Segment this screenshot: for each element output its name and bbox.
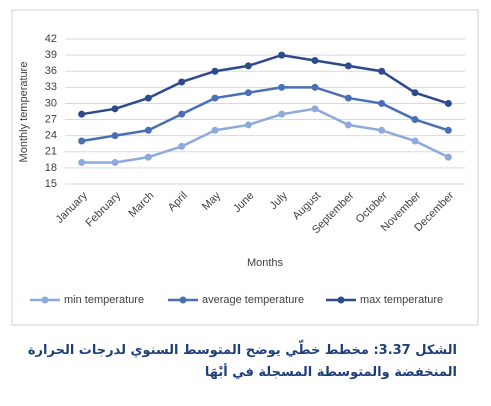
series-line — [81, 53, 449, 116]
point — [78, 110, 86, 118]
caption-line: المنخفضة والمتوسطة المسجلة في أبْهَا — [204, 365, 457, 380]
y-tick-label: 39 — [45, 49, 57, 61]
legend-label: max temperature — [360, 294, 443, 306]
y-tick-label: 30 — [45, 97, 57, 109]
y-tick-label: 27 — [45, 113, 57, 125]
point — [178, 142, 186, 150]
legend-marker — [337, 296, 345, 304]
point — [278, 83, 286, 91]
legend-marker — [179, 296, 187, 304]
point — [111, 105, 119, 113]
legend-label: average temperature — [202, 294, 304, 306]
point — [378, 99, 386, 107]
point — [411, 137, 419, 145]
legend-label: min temperature — [64, 294, 144, 306]
x-axis-label: Months — [247, 257, 284, 269]
y-tick-label: 36 — [45, 65, 57, 77]
point — [411, 116, 419, 124]
point — [311, 105, 319, 113]
y-tick-label: 24 — [45, 130, 57, 142]
point — [378, 67, 386, 75]
point — [344, 62, 352, 70]
point — [211, 126, 219, 134]
point — [378, 126, 386, 134]
point — [344, 121, 352, 129]
point — [444, 126, 452, 134]
point — [344, 94, 352, 102]
point — [244, 89, 252, 97]
y-tick-label: 18 — [45, 162, 57, 174]
point — [278, 110, 286, 118]
point — [211, 67, 219, 75]
point — [278, 51, 286, 59]
point — [211, 94, 219, 102]
point — [178, 78, 186, 86]
point — [244, 62, 252, 70]
point — [111, 132, 119, 140]
caption: الشكل 3.37: مخطط خطّي يوضح المتوسط السنو… — [17, 340, 457, 384]
series-line — [81, 107, 449, 164]
legend-marker — [41, 296, 49, 304]
y-tick-label: 21 — [45, 146, 57, 158]
point — [178, 110, 186, 118]
y-tick-label: 42 — [45, 33, 57, 45]
point — [78, 137, 86, 145]
point — [311, 56, 319, 64]
point — [144, 94, 152, 102]
point — [444, 99, 452, 107]
y-axis-label: Monthly temperature — [18, 62, 30, 163]
point — [111, 159, 119, 167]
series-line — [81, 86, 449, 143]
point — [311, 83, 319, 91]
y-tick-label: 33 — [45, 81, 57, 93]
point — [411, 89, 419, 97]
y-tick-label: 15 — [45, 178, 57, 190]
point — [144, 153, 152, 161]
caption-line: الشكل 3.37: مخطط خطّي يوضح المتوسط السنو… — [27, 343, 457, 358]
point — [444, 153, 452, 161]
point — [244, 121, 252, 129]
point — [144, 126, 152, 134]
point — [78, 159, 86, 167]
